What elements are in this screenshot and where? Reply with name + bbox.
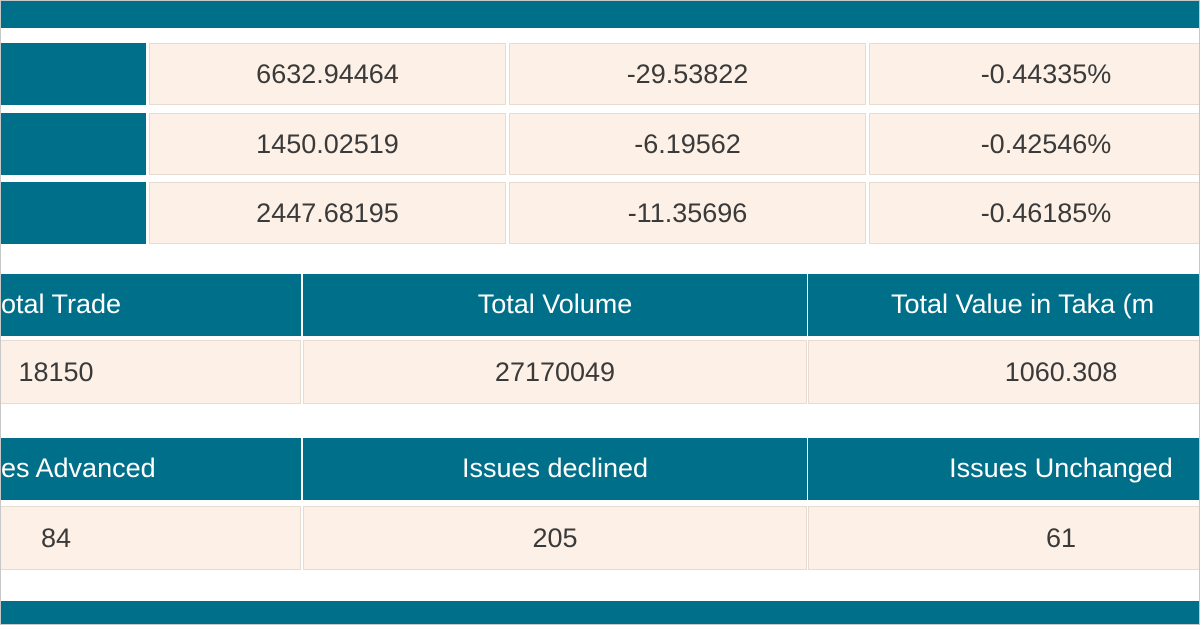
index-value: -29.53822 [626, 59, 749, 89]
header-cell [1, 274, 301, 336]
header-cell [808, 438, 1199, 500]
value-cell [303, 506, 807, 570]
value-text: 1060.308 [1004, 357, 1118, 387]
index-label-cell [1, 43, 146, 105]
index-cell [869, 43, 1199, 105]
value-text: 27170049 [494, 357, 616, 387]
index-value: 2447.68195 [256, 198, 399, 228]
index-cell [149, 43, 506, 105]
value-text: 84 [40, 523, 72, 553]
value-cell [808, 506, 1199, 570]
index-value: -6.19562 [634, 129, 741, 159]
value-text: 61 [1045, 523, 1077, 553]
header-cell [303, 438, 807, 500]
index-value: -11.35696 [627, 198, 748, 228]
value-cell [808, 340, 1199, 404]
header-cell [303, 274, 807, 336]
bottom-bar [1, 601, 1199, 624]
value-cell [303, 340, 807, 404]
index-cell [869, 113, 1199, 175]
value-cell [1, 506, 301, 570]
index-label-cell [1, 113, 146, 175]
value-text: 205 [532, 523, 578, 553]
header-text: otal Trade [1, 289, 122, 319]
index-cell [509, 182, 866, 244]
header-text: es Advanced [1, 453, 156, 483]
header-cell [808, 274, 1199, 336]
top-bar [1, 1, 1199, 28]
index-cell [149, 113, 506, 175]
header-cell [1, 438, 301, 500]
index-cell [149, 182, 506, 244]
index-cell [509, 43, 866, 105]
header-text: Total Volume [477, 289, 633, 319]
header-text: Issues declined [461, 453, 649, 483]
index-value: -0.46185% [980, 198, 1112, 228]
value-cell [1, 340, 301, 404]
value-text: 18150 [18, 357, 94, 387]
index-label-cell [1, 182, 146, 244]
index-value: 6632.94464 [256, 59, 399, 89]
index-value: 1450.02519 [256, 129, 399, 159]
index-value: -0.44335% [980, 59, 1112, 89]
index-cell [509, 113, 866, 175]
index-cell [869, 182, 1199, 244]
header-text: Total Value in Taka (m [891, 289, 1155, 319]
header-text: Issues Unchanged [949, 453, 1173, 483]
index-value: -0.42546% [980, 129, 1112, 159]
